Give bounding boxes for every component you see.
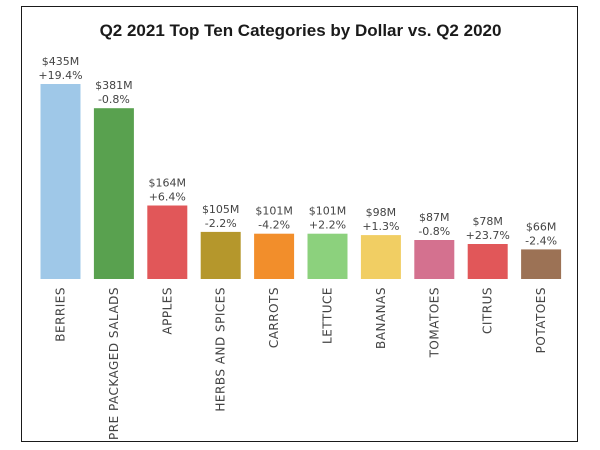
category-label: HERBS AND SPICES bbox=[214, 287, 228, 412]
change-label: -4.2% bbox=[258, 219, 290, 232]
value-label: $101M bbox=[309, 205, 347, 218]
value-label: $78M bbox=[472, 215, 503, 228]
change-label: +2.2% bbox=[309, 219, 346, 232]
bar-berries bbox=[40, 84, 81, 279]
category-label: TOMATOES bbox=[427, 287, 441, 358]
change-label: +1.3% bbox=[362, 220, 399, 233]
chart-frame: Q2 2021 Top Ten Categories by Dollar vs.… bbox=[21, 6, 578, 442]
bar-herbs-and-spices bbox=[200, 231, 241, 279]
bar-carrots bbox=[254, 233, 295, 279]
bar-tomatoes bbox=[414, 240, 455, 279]
change-label: -0.8% bbox=[418, 225, 450, 238]
value-label: $105M bbox=[202, 203, 240, 216]
value-label: $164M bbox=[149, 177, 187, 190]
value-label: $381M bbox=[95, 79, 133, 92]
value-label: $87M bbox=[419, 211, 450, 224]
change-label: -2.2% bbox=[205, 217, 237, 230]
bar-potatoes bbox=[521, 249, 562, 279]
chart-title: Q2 2021 Top Ten Categories by Dollar vs.… bbox=[99, 21, 502, 40]
value-label: $435M bbox=[42, 55, 80, 68]
value-label: $98M bbox=[366, 206, 397, 219]
category-label: PRE PACKAGED SALADS bbox=[107, 287, 121, 440]
bar-apples bbox=[147, 205, 188, 279]
change-label: +23.7% bbox=[466, 229, 510, 242]
change-label: +6.4% bbox=[149, 191, 186, 204]
bar-chart: $435M+19.4%BERRIES$381M-0.8%PRE PACKAGED… bbox=[38, 55, 562, 440]
category-label: LETTUCE bbox=[321, 287, 335, 344]
value-label: $101M bbox=[255, 205, 293, 218]
category-label: CITRUS bbox=[481, 287, 495, 334]
change-label: +19.4% bbox=[38, 69, 82, 82]
category-label: POTATOES bbox=[534, 287, 548, 353]
bar-bananas bbox=[360, 235, 401, 279]
bar-pre-packaged-salads bbox=[93, 108, 134, 279]
change-label: -0.8% bbox=[98, 93, 130, 106]
category-label: CARROTS bbox=[267, 287, 281, 348]
category-label: BERRIES bbox=[54, 287, 68, 342]
change-label: -2.4% bbox=[525, 234, 557, 247]
bar-citrus bbox=[467, 244, 508, 279]
bar-lettuce bbox=[307, 233, 348, 279]
category-label: APPLES bbox=[160, 287, 174, 335]
value-label: $66M bbox=[526, 220, 557, 233]
category-label: BANANAS bbox=[374, 287, 388, 349]
